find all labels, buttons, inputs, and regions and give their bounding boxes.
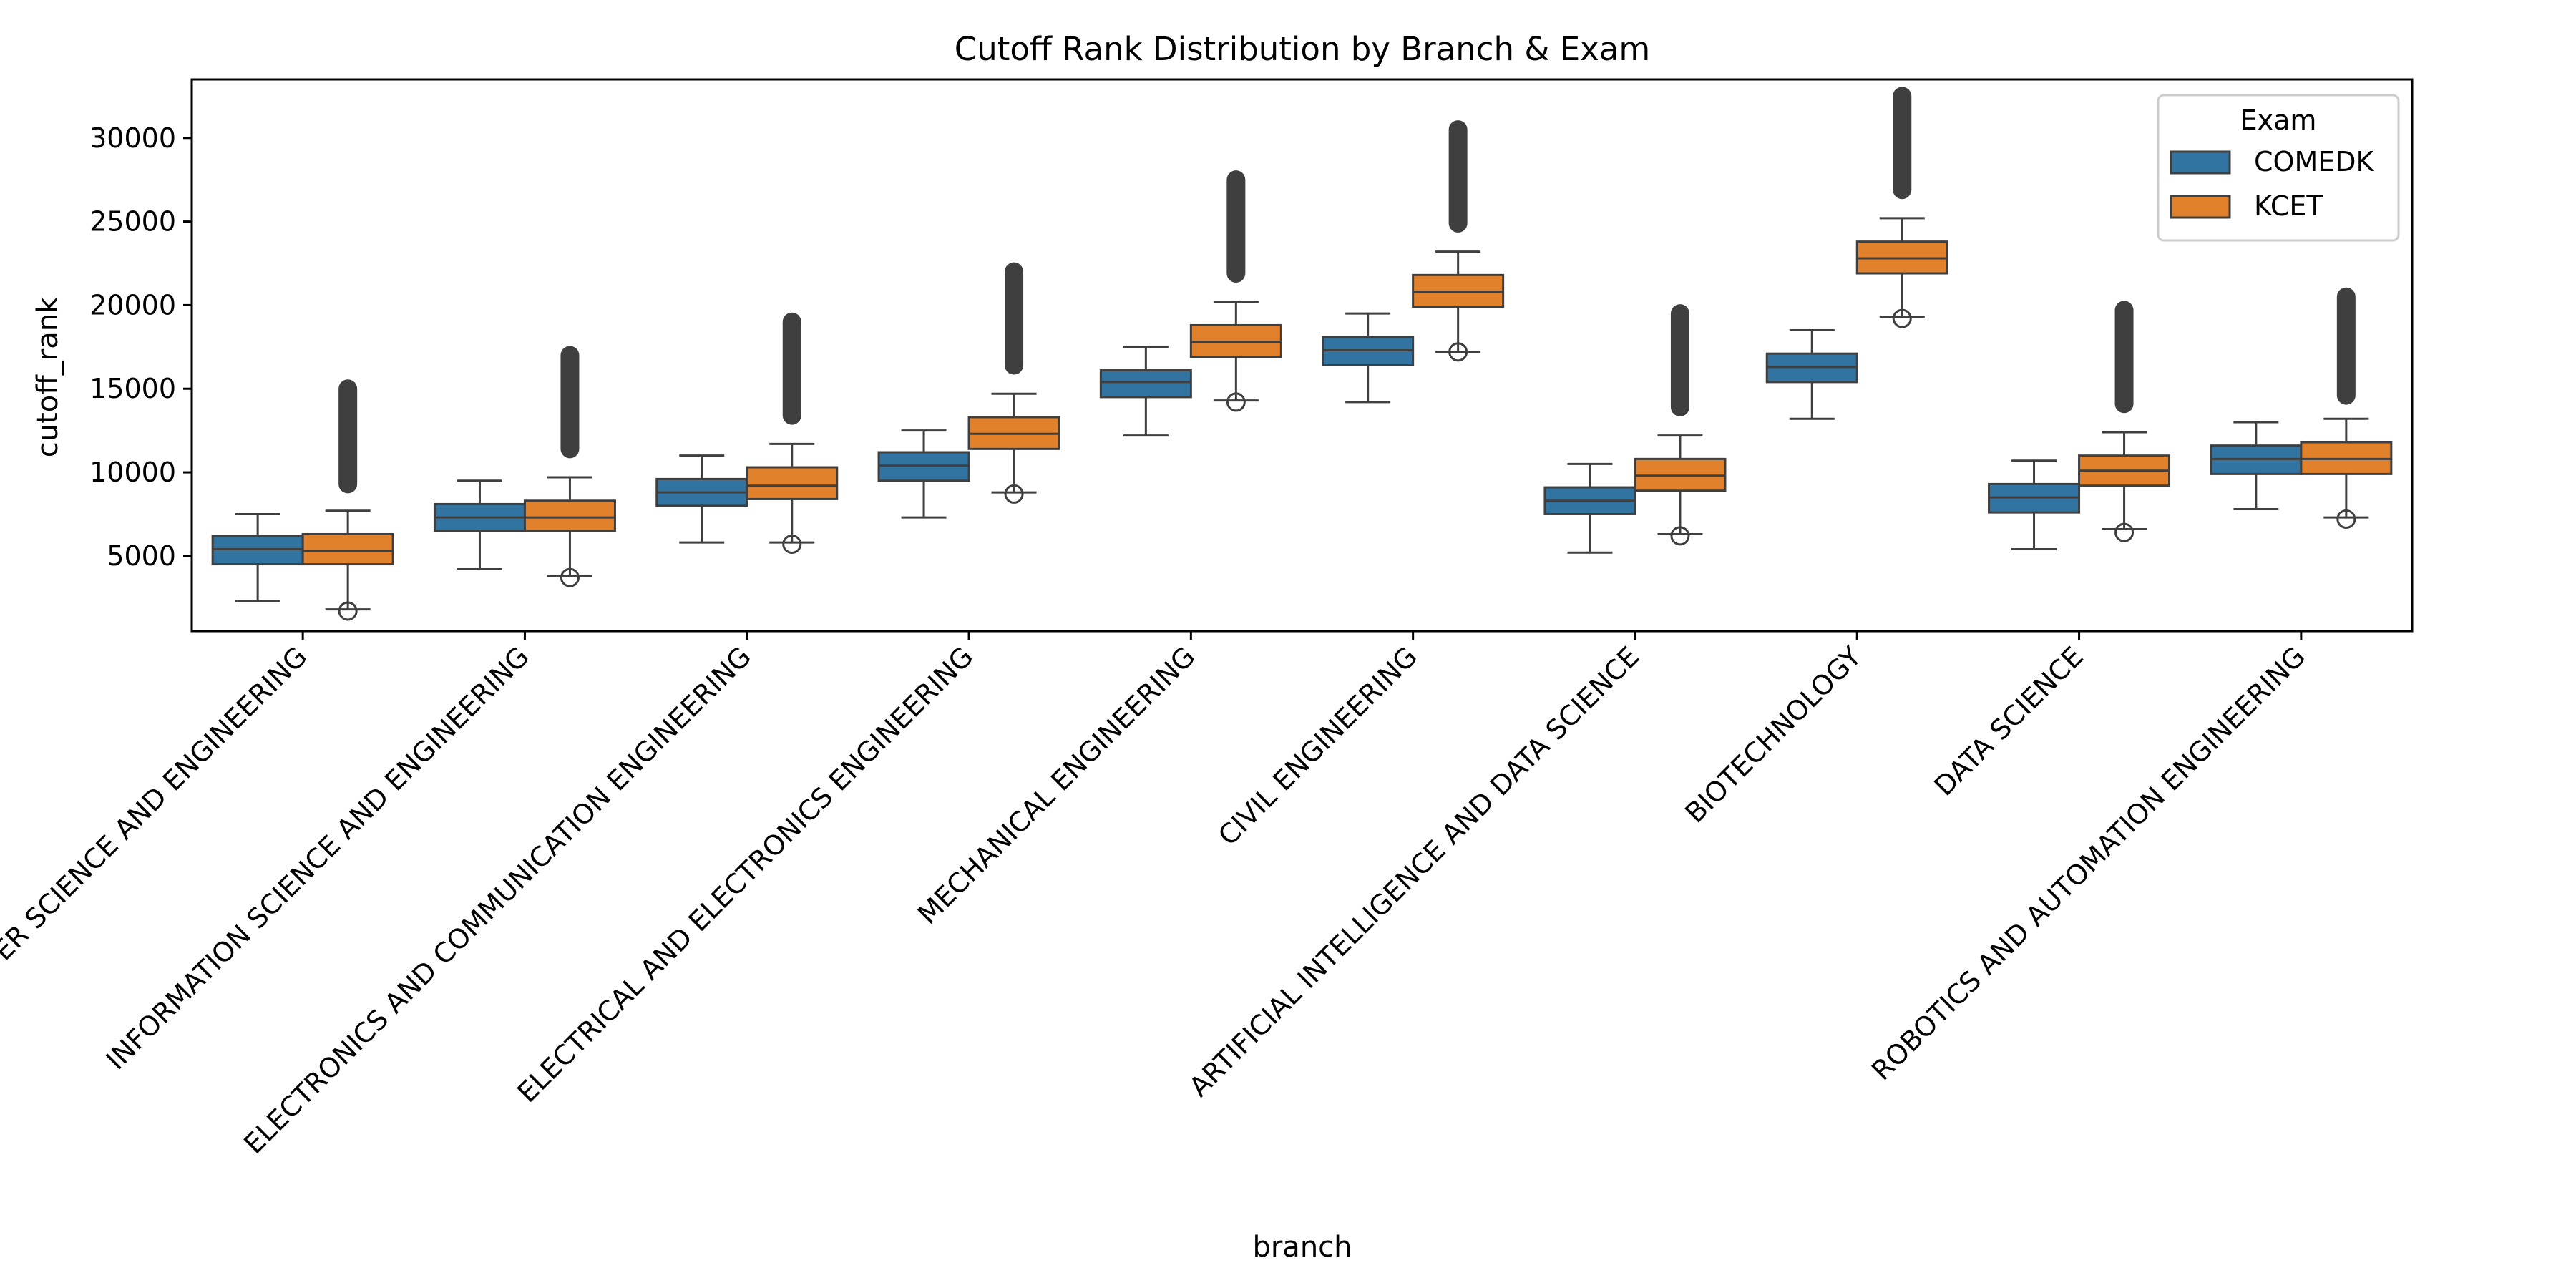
outlier-point: [1670, 526, 1690, 546]
outlier-point: [2336, 509, 2356, 529]
box-iqr: [1099, 369, 1192, 399]
box-kcet-9: [2300, 287, 2393, 529]
outlier-point: [1892, 308, 1912, 328]
legend-title: Exam: [2240, 104, 2317, 136]
box-comedk-4: [1099, 346, 1192, 437]
plot-frame: [190, 78, 2414, 633]
outlier-point: [2114, 522, 2135, 542]
y-tick-label: 15000: [89, 373, 176, 404]
plot-area: [211, 87, 2393, 621]
box-comedk-5: [1322, 312, 1415, 404]
box-comedk-2: [655, 454, 748, 544]
outlier-point: [1448, 342, 1468, 362]
legend-label: COMEDK: [2254, 146, 2375, 177]
y-tick-label: 20000: [89, 289, 176, 321]
box-kcet-7: [1855, 87, 1948, 328]
outlier-point: [560, 567, 580, 587]
box-comedk-3: [877, 429, 970, 519]
box-iqr: [301, 532, 394, 566]
legend-swatch: [2170, 195, 2231, 219]
x-axis-label: branch: [1252, 1231, 1352, 1264]
box-comedk-8: [1988, 459, 2081, 551]
outlier-point: [338, 601, 358, 621]
legend-label: KCET: [2254, 190, 2323, 222]
box-kcet-0: [301, 379, 394, 621]
legend-swatch: [2170, 150, 2231, 175]
y-tick-label: 30000: [89, 122, 176, 154]
box-iqr: [523, 499, 616, 532]
outlier-point: [1226, 392, 1246, 412]
box-comedk-6: [1543, 462, 1636, 554]
outlier-point: [1004, 484, 1024, 504]
box-comedk-7: [1765, 328, 1858, 420]
box-kcet-8: [2078, 301, 2171, 542]
y-tick-label: 25000: [89, 206, 176, 238]
box-comedk-1: [433, 479, 526, 571]
box-kcet-3: [967, 262, 1060, 504]
box-iqr: [746, 466, 839, 500]
outlier-point: [782, 535, 802, 555]
legend: Exam COMEDK KCET: [2157, 94, 2400, 242]
y-tick-label: 10000: [89, 457, 176, 488]
box-kcet-1: [523, 346, 616, 587]
y-tick-label: 5000: [107, 540, 176, 572]
y-axis-label: cutoff_rank: [31, 296, 64, 457]
chart-title: Cutoff Rank Distribution by Branch & Exa…: [955, 30, 1650, 68]
box-comedk-0: [211, 512, 304, 602]
box-kcet-6: [1634, 304, 1727, 546]
box-kcet-4: [1189, 170, 1282, 412]
box-kcet-5: [1412, 120, 1505, 362]
box-kcet-2: [746, 312, 839, 555]
